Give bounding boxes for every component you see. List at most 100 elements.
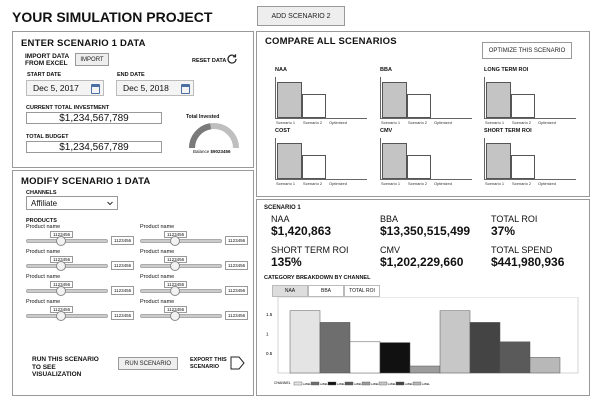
end-date-label: END DATE	[117, 72, 145, 78]
compare-chart-xlabel: Scenario 2	[303, 120, 323, 125]
legend-label: LABEL	[388, 383, 396, 386]
slider-value-field[interactable]: 1123456	[111, 236, 135, 245]
product-slider-row: Product name 1123456 1123456	[140, 274, 252, 296]
slider-track[interactable]	[140, 264, 222, 268]
chart-bar	[302, 94, 326, 118]
legend-swatch	[378, 381, 388, 386]
compare-chart: COST Scenario 1 Scenario 2 Optimized	[275, 128, 367, 186]
slider-value-field[interactable]: 1123456	[225, 261, 249, 270]
breakdown-bar	[289, 310, 321, 374]
product-name: Product name	[140, 274, 175, 280]
balance-value: $9023456	[210, 149, 231, 154]
start-date-value: Dec 5, 2017	[33, 83, 79, 93]
investment-field[interactable]: $1,234,567,789	[26, 112, 162, 124]
slider-track[interactable]	[26, 264, 108, 268]
breakdown-bar	[349, 341, 381, 374]
compare-chart: CMV Scenario 1 Scenario 2 Optimized	[380, 128, 472, 186]
breakdown-tabs: NAA BBA TOTAL ROI	[272, 285, 382, 297]
slider-value-field[interactable]: 1123456	[225, 236, 249, 245]
slider-thumb[interactable]	[56, 261, 66, 271]
start-date-field[interactable]: Dec 5, 2017	[26, 80, 104, 96]
kpi-value: 37%	[491, 224, 516, 238]
compare-chart-title: NAA	[275, 67, 287, 73]
import-button[interactable]: IMPORT	[75, 53, 109, 66]
legend-label: LABEL	[405, 383, 413, 386]
calendar-icon[interactable]	[91, 84, 100, 94]
slider-track[interactable]	[26, 289, 108, 293]
product-slider-row: Product name 1123456 1123456	[26, 224, 138, 246]
gauge-title: Total Invested	[186, 114, 220, 120]
compare-chart-xlabel: Optimized	[329, 181, 348, 186]
slider-thumb[interactable]	[170, 286, 180, 296]
slider-thumb[interactable]	[56, 236, 66, 246]
slider-track[interactable]	[140, 314, 222, 318]
legend-label: LABEL	[422, 383, 430, 386]
calendar-icon[interactable]	[181, 84, 190, 94]
product-slider-row: Product name 1123456 1123456	[140, 299, 252, 321]
compare-chart-title: LONG TERM ROI	[484, 67, 529, 73]
slider-track[interactable]	[140, 239, 222, 243]
balance-label: Balance	[193, 149, 210, 154]
budget-field[interactable]: $1,234,567,789	[26, 141, 162, 153]
slider-track[interactable]	[26, 239, 108, 243]
slider-thumb[interactable]	[170, 236, 180, 246]
legend-label: LABEL	[354, 383, 362, 386]
import-label: IMPORT DATA FROM EXCEL	[25, 53, 69, 67]
legend-label: LABEL	[303, 383, 311, 386]
compare-chart: NAA Scenario 1 Scenario 2 Optimized	[275, 67, 367, 125]
slider-track[interactable]	[26, 314, 108, 318]
breakdown-bar	[409, 365, 441, 374]
chart-bar	[407, 94, 431, 118]
compare-chart-xlabel: Optimized	[329, 120, 348, 125]
tab-total-roi[interactable]: TOTAL ROI	[344, 285, 380, 297]
kpi-label: TOTAL ROI	[491, 214, 538, 224]
slider-thumb[interactable]	[56, 286, 66, 296]
slider-value-field[interactable]: 1123456	[111, 311, 135, 320]
refresh-icon[interactable]	[226, 53, 238, 65]
chart-bar	[486, 81, 511, 118]
breakdown-bar	[379, 342, 411, 374]
slider-thumb[interactable]	[170, 311, 180, 321]
compare-chart-plot	[380, 138, 472, 180]
compare-chart-title: SHORT TERM ROI	[484, 128, 532, 134]
scenario-title: SCENARIO 1	[264, 205, 301, 211]
breakdown-bar	[529, 357, 561, 374]
optimize-button[interactable]: OPTIMIZE THIS SCENARIO	[482, 42, 572, 59]
legend-label: LABEL	[371, 383, 379, 386]
slider-value-field[interactable]: 1123456	[111, 261, 135, 270]
add-scenario-button[interactable]: ADD SCENARIO 2	[257, 6, 345, 26]
slider-thumb[interactable]	[56, 311, 66, 321]
investment-gauge	[189, 123, 239, 149]
compare-chart: LONG TERM ROI Scenario 1 Scenario 2 Optimiz…	[484, 67, 576, 125]
kpi-label: SHORT TERM ROI	[271, 245, 349, 255]
tab-naa[interactable]: NAA	[272, 285, 308, 297]
chart-bar	[277, 81, 302, 118]
compare-chart-xlabel: Optimized	[434, 120, 453, 125]
tab-bba[interactable]: BBA	[308, 285, 344, 297]
export-icon[interactable]	[230, 356, 246, 370]
legend-label: LABEL	[337, 383, 345, 386]
legend-swatch	[293, 381, 303, 386]
run-scenario-button[interactable]: RUN SCENARIO	[118, 357, 178, 370]
chart-bar	[382, 81, 407, 118]
end-date-value: Dec 5, 2018	[123, 83, 169, 93]
channel-select[interactable]: Affiliate	[26, 196, 118, 210]
slider-value-field[interactable]: 1123456	[111, 286, 135, 295]
slider-value-field[interactable]: 1123456	[225, 286, 249, 295]
compare-chart-title: COST	[275, 128, 291, 134]
breakdown-bar	[469, 322, 501, 374]
slider-value-field[interactable]: 1123456	[225, 311, 249, 320]
reset-label: RESET DATA	[192, 58, 227, 64]
compare-chart: SHORT TERM ROI Scenario 1 Scenario 2 Optimi…	[484, 128, 576, 186]
investment-label: CURRENT TOTAL INVESTMENT	[26, 105, 110, 111]
kpi-value: $13,350,515,499	[380, 224, 471, 238]
compare-chart-plot	[484, 77, 576, 119]
slider-thumb[interactable]	[170, 261, 180, 271]
end-date-field[interactable]: Dec 5, 2018	[116, 80, 194, 96]
product-name: Product name	[26, 274, 61, 280]
slider-track[interactable]	[140, 289, 222, 293]
compare-chart-title: CMV	[380, 128, 393, 134]
chevron-down-icon	[107, 201, 113, 206]
y-tick-label: 1.5	[266, 312, 273, 317]
kpi-label: BBA	[380, 214, 399, 224]
